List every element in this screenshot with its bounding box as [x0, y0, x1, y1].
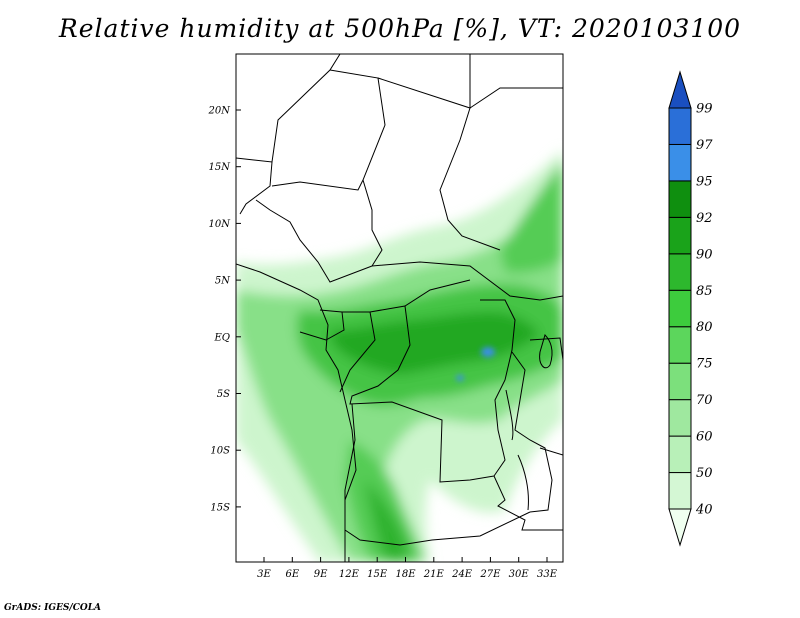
lat-tick-label: 10N [209, 219, 232, 230]
lon-tick-label: 3E [257, 569, 271, 580]
colorbar-segment [668, 472, 692, 510]
colorbar-segment [668, 253, 692, 291]
colorbar-label: 80 [696, 320, 713, 335]
lakes [505, 334, 553, 511]
colorbar-segment [668, 435, 692, 474]
colorbar-label: 60 [696, 430, 713, 445]
colorbar-label: 40 [695, 503, 713, 518]
chart-title: Relative humidity at 500hPa [%], VT: 202… [58, 14, 742, 43]
colorbar-segment [668, 143, 692, 182]
colorbar-segment [668, 180, 692, 218]
colorbar-label: 85 [696, 284, 713, 299]
colorbar-label: 70 [696, 393, 713, 408]
colorbar-label: 92 [696, 211, 713, 226]
lon-tick-label: 6E [285, 569, 299, 580]
country-borders [236, 54, 563, 562]
lon-tick-label: 9E [314, 569, 328, 580]
lon-tick-label: 18E [395, 569, 416, 580]
colorbar-label: 99 [696, 102, 713, 117]
latitude-axis: 20N 15N 10N 5N EQ 5S 10S 15S [208, 106, 241, 513]
colorbar-segment [668, 289, 692, 328]
lon-tick-label: 12E [339, 569, 360, 580]
lon-tick-label: 15E [367, 569, 388, 580]
lon-tick-label: 33E [537, 569, 558, 580]
colorbar-segment [668, 399, 692, 437]
lon-tick-label: 21E [423, 569, 445, 580]
lat-tick-label: 15N [209, 162, 232, 173]
colorbar-segment [668, 107, 692, 145]
colorbar-label: 50 [696, 466, 713, 481]
colorbar-label: 95 [696, 174, 713, 189]
lat-tick-label: 15S [210, 502, 230, 513]
colorbar-label: 75 [696, 357, 713, 372]
colorbar-segment [668, 362, 692, 401]
longitude-axis: 3E 6E 9E 12E 15E 18E 21E 24E 27E 30E 33E [257, 557, 558, 580]
colorbar-segment [668, 70, 692, 109]
lat-tick-label: EQ [214, 332, 231, 343]
map-frame [235, 53, 564, 563]
colorbar-segment [668, 216, 692, 255]
colorbar: 40 50 60 70 75 80 85 90 92 95 97 99 [668, 70, 713, 547]
lat-tick-label: 5N [215, 276, 231, 287]
grads-credit: GrADS: IGES/COLA [4, 603, 102, 613]
lon-tick-label: 24E [451, 569, 473, 580]
colorbar-segment [668, 508, 692, 547]
lon-tick-label: 30E [509, 569, 530, 580]
colorbar-segment [668, 326, 692, 364]
lat-tick-label: 20N [208, 106, 232, 117]
humidity-field [236, 54, 563, 562]
lat-tick-label: 5S [217, 389, 230, 400]
lat-tick-label: 10S [210, 446, 230, 457]
lon-tick-label: 27E [479, 569, 501, 580]
colorbar-label: 97 [696, 138, 713, 153]
colorbar-label: 90 [696, 247, 713, 262]
